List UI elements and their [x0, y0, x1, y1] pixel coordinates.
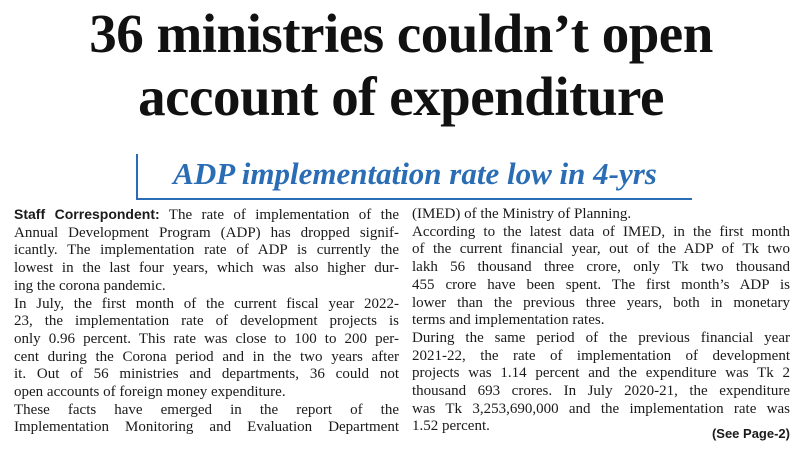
text-line: Annual Development Program (ADP) has dro…: [14, 224, 399, 241]
byline: Staff Correspondent:: [14, 206, 160, 222]
text-line: During the same period of the previous f…: [412, 329, 790, 346]
headline-line: 36 ministries couldn’t open: [89, 3, 713, 64]
paragraph: According to the latest data of IMED, in…: [412, 224, 790, 330]
text-line: thousand 693 crores. In July 2020-21, th…: [412, 383, 790, 400]
subheadline: ADP implementation rate low in 4-yrs: [173, 156, 657, 191]
text-line: lakh 56 thousand three crore, only Tk tw…: [412, 259, 790, 276]
text-line: projects was 1.14 percent and the expend…: [412, 365, 790, 382]
text-line: only 0.96 percent. This rate was close t…: [14, 330, 399, 347]
text-line: Implementation Monitoring and Evaluation…: [14, 419, 399, 436]
text: The rate of implementation of the: [168, 207, 400, 223]
text-line: In July, the first month of the current …: [14, 295, 399, 312]
paragraph: During the same period of the previous f…: [412, 330, 790, 436]
text-line: terms and implementation rates.: [412, 312, 605, 329]
text-line: 2021-22, the rate of implementation of d…: [412, 347, 790, 364]
text-line: ing the corona pandemic.: [14, 277, 166, 294]
text-line: lower than the previous three years, bot…: [412, 294, 790, 311]
continuation: (See Page-2): [711, 426, 790, 441]
text-line: lowest in the last four years, which was…: [14, 260, 399, 277]
column: Staff Correspondent: The rate of impleme…: [14, 206, 399, 437]
paragraph: Staff Correspondent: The rate of impleme…: [14, 206, 399, 296]
text-line: 455 crore have been spent. The first mon…: [412, 276, 790, 293]
paragraph: (IMED) of the Ministry of Planning.: [412, 206, 790, 224]
text-line: cent during the Corona period and in the…: [14, 348, 399, 365]
text-line: Staff Correspondent: The rate of impleme…: [14, 206, 399, 225]
text-line: it. Out of 56 ministries and departments…: [14, 366, 399, 383]
text-line: 1.52 percent.: [412, 418, 490, 435]
column: (IMED) of the Ministry of Planning. Accor…: [412, 206, 790, 436]
text-line: (IMED) of the Ministry of Planning.: [412, 206, 632, 222]
text-line: of the current financial year, out of th…: [412, 241, 790, 258]
text-line: According to the latest data of IMED, in…: [412, 223, 790, 240]
headline-line: account of expenditure: [138, 66, 664, 127]
paragraph: In July, the first month of the current …: [14, 296, 399, 402]
subheadline-box: ADP implementation rate low in 4-yrs: [136, 154, 692, 200]
headline: 36 ministries couldn’t open account of e…: [0, 2, 802, 128]
text-line: was Tk 3,253,690,000 and the implementat…: [412, 400, 790, 417]
text-line: 23, the implementation rate of developme…: [14, 313, 399, 330]
paragraph: These facts have emerged in the report o…: [14, 402, 399, 437]
text-line: These facts have emerged in the report o…: [14, 401, 399, 418]
text-line: icantly. The implementation rate of ADP …: [14, 242, 399, 259]
text-line: open accounts of foreign money expenditu…: [14, 384, 286, 401]
